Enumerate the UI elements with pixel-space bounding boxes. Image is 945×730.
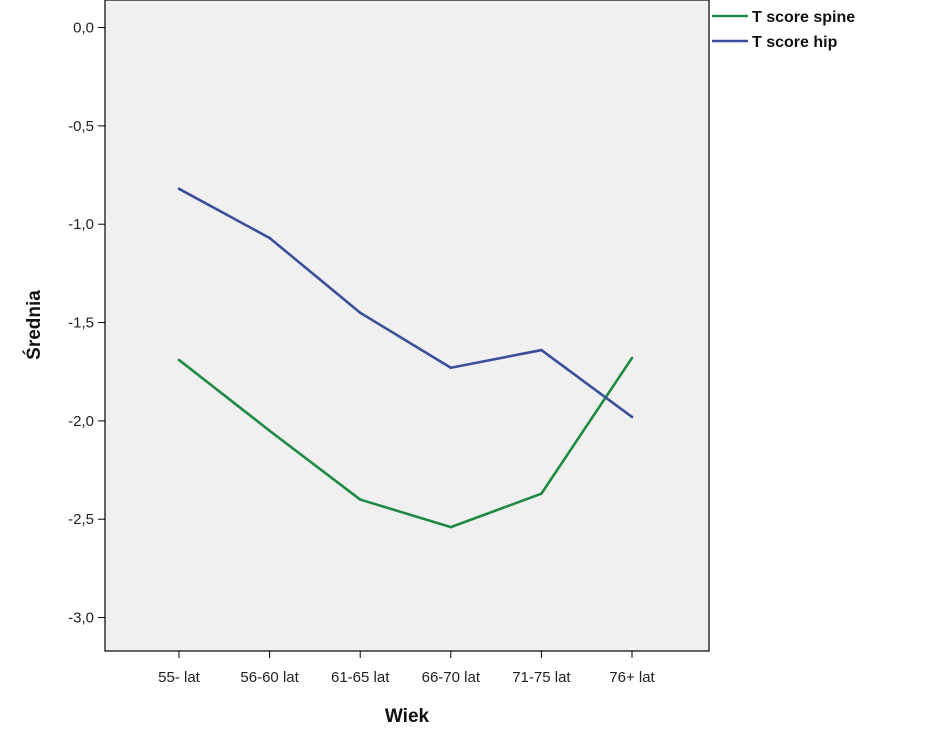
data-point [630,415,634,419]
x-tick-label: 56-60 lat [240,669,299,686]
legend-label: T score hip [752,34,838,51]
data-point [358,311,362,315]
data-point [540,492,543,495]
series-line-2 [178,187,633,419]
y-tick-label: -2,0 [68,413,94,430]
y-tick-label: 0,0 [73,20,94,37]
x-tick-label: 76+ lat [609,669,655,686]
x-tick-label: 55- lat [158,669,201,686]
y-tick-label: -0,5 [68,118,94,135]
data-point [449,525,453,529]
x-tick-label: 61-65 lat [331,669,390,686]
data-point [177,187,181,191]
y-axis-title: Średnia [23,290,45,360]
data-point [630,356,634,360]
data-point [177,358,181,362]
y-tick-label: -1,0 [68,216,94,233]
data-point [358,498,362,501]
legend-label: T score spine [752,9,855,26]
y-tick-label: -1,5 [68,315,94,332]
series-layer [177,187,634,529]
y-tick-label: -3,0 [68,610,94,627]
data-point [268,236,271,240]
x-tick-label: 66-70 lat [422,669,481,686]
data-point [449,366,453,370]
legend: T score spine T score hip [712,9,855,51]
y-axis: 0,0 -0,5 -1,0 -1,5 -2,0 -2,5 -3,0 [68,20,105,627]
data-point [268,429,271,433]
series-line-1 [178,357,634,529]
x-tick-label: 71-75 lat [512,669,571,686]
x-axis-title: Wiek [385,706,430,727]
plot-area [104,0,710,652]
y-tick-label: -2,5 [68,511,94,528]
x-axis: 55- lat 56-60 lat 61-65 lat 66-70 lat 71-75 … [158,651,656,686]
data-point [540,348,543,352]
